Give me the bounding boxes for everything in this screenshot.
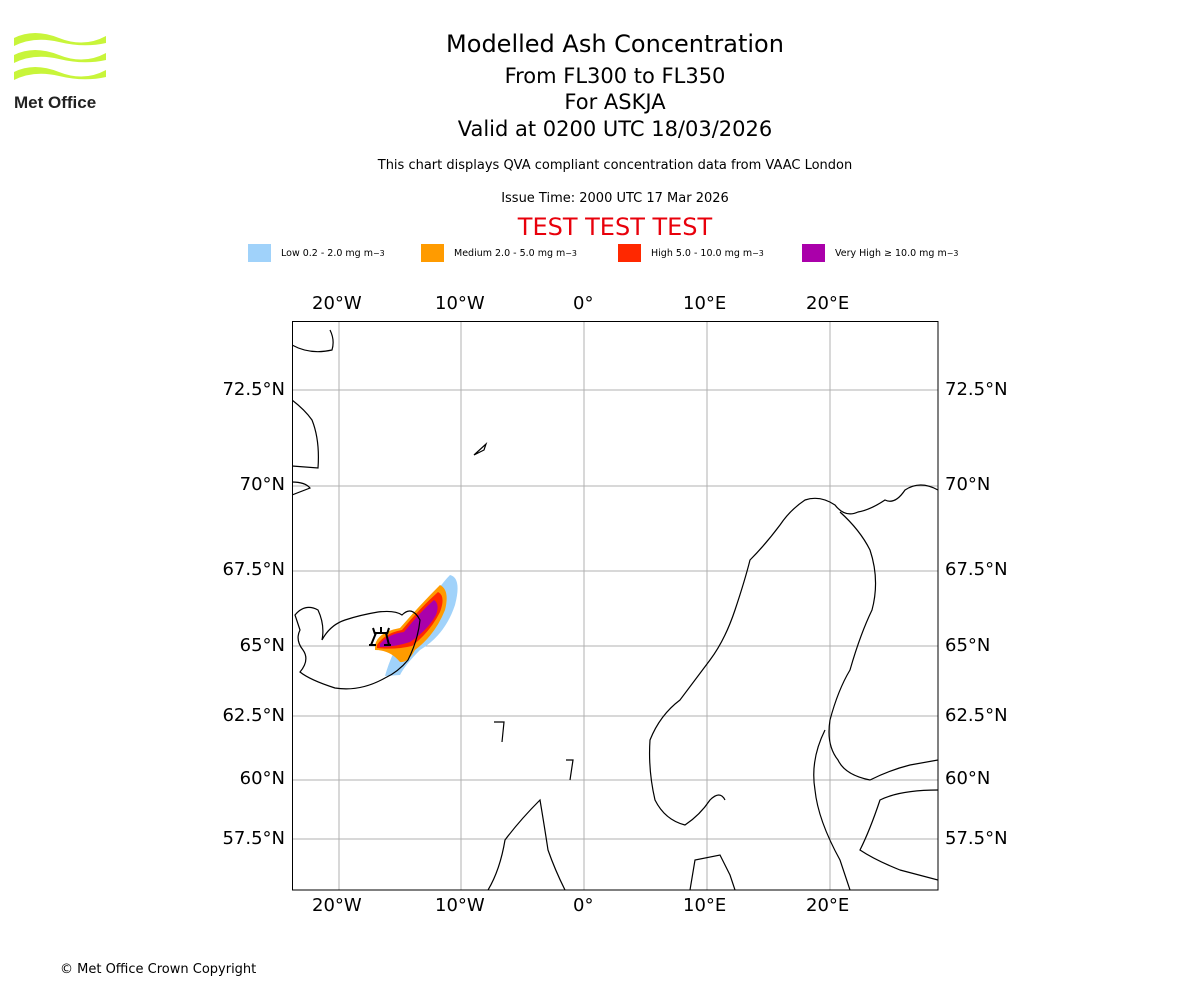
lat-tick: 57.5°N	[945, 828, 1008, 849]
map-frame	[292, 321, 939, 891]
flight-levels: From FL300 to FL350	[504, 64, 726, 88]
lat-tick: 67.5°N	[945, 559, 1008, 580]
faroe-islands	[494, 721, 505, 743]
lon-tick: 20°W	[312, 895, 362, 916]
plume-very-high	[380, 600, 438, 647]
ash-map[interactable]	[292, 321, 939, 891]
legend-sup: −3	[946, 248, 959, 258]
legend-swatch	[802, 244, 825, 262]
legend-label: Low 0.2 - 2.0 mg m	[281, 247, 373, 259]
lon-tick: 10°E	[683, 293, 727, 314]
volcano-icon	[369, 627, 391, 646]
lon-tick: 20°W	[312, 293, 362, 314]
legend-swatch	[421, 244, 444, 262]
lat-tick: 65°N	[945, 635, 991, 656]
lon-tick: 10°W	[435, 293, 485, 314]
iceland-coast	[294, 606, 421, 690]
met-office-logo: Met Office	[14, 30, 108, 116]
legend-sup: −3	[565, 248, 577, 258]
scotland-coast	[487, 798, 566, 890]
volcano-name: For ASKJA	[564, 90, 666, 114]
svg-text:Met Office: Met Office	[14, 93, 96, 112]
plume-high	[377, 592, 443, 649]
sweden-finland-coast	[813, 729, 938, 890]
test-banner: TEST TEST TEST	[517, 213, 713, 241]
shetland	[566, 759, 574, 781]
lon-tick: 20°E	[806, 895, 850, 916]
lat-tick: 72.5°N	[945, 379, 1008, 400]
lat-tick: 65°N	[239, 635, 285, 656]
chart-note: This chart displays QVA compliant concen…	[377, 158, 853, 173]
greenland-coast	[292, 329, 334, 496]
legend-medium: Medium 2.0 - 5.0 mg m −3	[421, 244, 577, 262]
lat-tick: 70°N	[945, 474, 991, 495]
logo-waves-icon: Met Office	[14, 33, 106, 112]
lat-tick: 60°N	[239, 768, 285, 789]
lat-tick: 62.5°N	[945, 705, 1008, 726]
legend-label: High 5.0 - 10.0 mg m	[651, 247, 753, 259]
lat-tick: 60°N	[945, 768, 991, 789]
chart-title: Modelled Ash Concentration	[446, 30, 784, 58]
legend-very-high: Very High ≥ 10.0 mg m −3	[802, 244, 958, 262]
legend-swatch	[248, 244, 271, 262]
graticule	[292, 321, 938, 890]
legend-sup: −3	[373, 248, 385, 258]
lon-tick: 10°W	[435, 895, 485, 916]
denmark-coast	[689, 854, 736, 890]
lat-tick: 67.5°N	[222, 559, 285, 580]
norway-coast	[648, 484, 938, 826]
lon-tick: 10°E	[683, 895, 727, 916]
valid-time: Valid at 0200 UTC 18/03/2026	[457, 117, 773, 141]
lon-tick: 20°E	[806, 293, 850, 314]
legend-swatch	[618, 244, 641, 262]
ash-plume	[375, 575, 458, 676]
jan-mayen	[473, 441, 488, 456]
legend-label: Very High ≥ 10.0 mg m	[835, 247, 947, 259]
copyright: © Met Office Crown Copyright	[60, 962, 257, 977]
lat-tick: 70°N	[239, 474, 285, 495]
issue-time: Issue Time: 2000 UTC 17 Mar 2026	[501, 191, 729, 206]
lat-tick: 57.5°N	[222, 828, 285, 849]
sweden-border	[828, 511, 938, 781]
legend-low: Low 0.2 - 2.0 mg m −3	[248, 244, 385, 262]
legend-high: High 5.0 - 10.0 mg m −3	[618, 244, 764, 262]
lon-tick: 0°	[573, 895, 594, 916]
lat-tick: 62.5°N	[222, 705, 285, 726]
coastlines	[292, 329, 938, 890]
legend-label: Medium 2.0 - 5.0 mg m	[454, 247, 566, 259]
legend-sup: −3	[752, 248, 764, 258]
lat-tick: 72.5°N	[222, 379, 285, 400]
lon-tick: 0°	[573, 293, 594, 314]
